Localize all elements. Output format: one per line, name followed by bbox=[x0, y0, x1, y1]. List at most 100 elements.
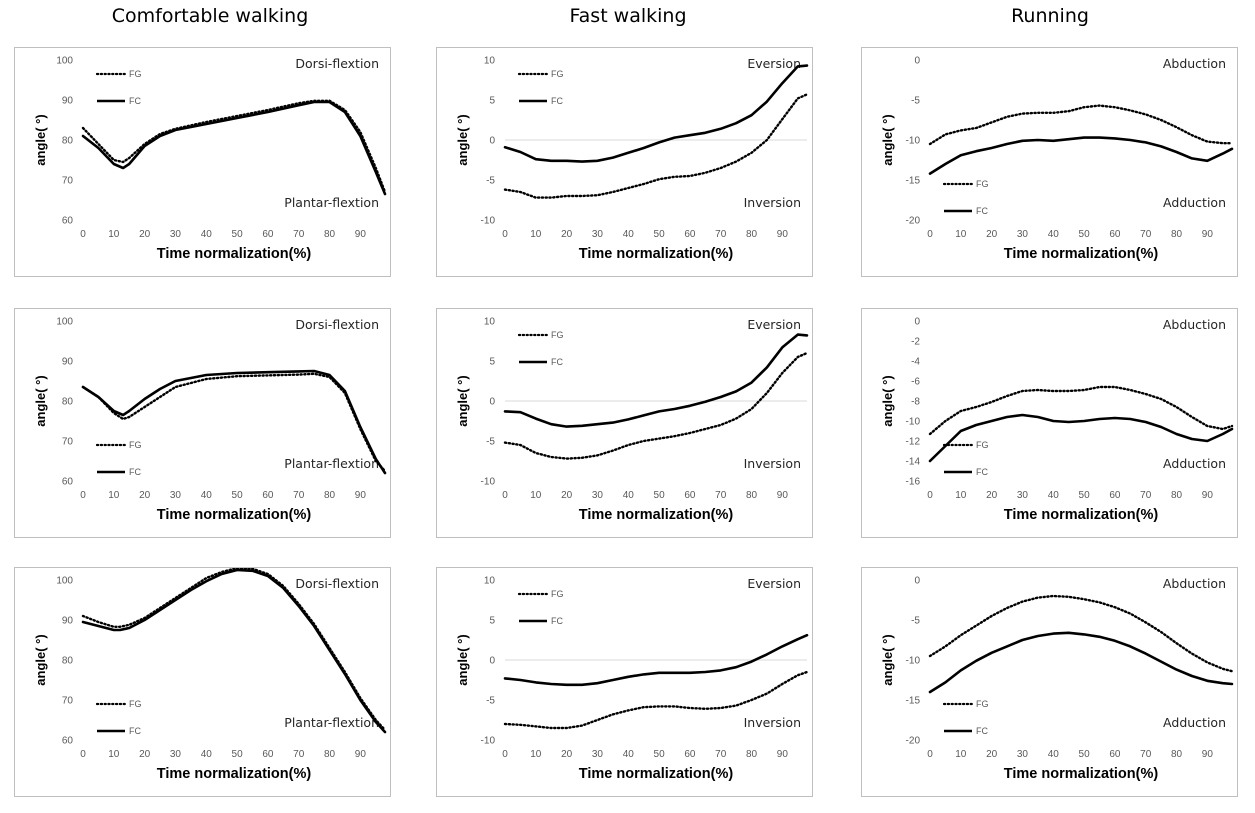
x-tick-label: 30 bbox=[1017, 490, 1029, 501]
annotation-top: Abduction bbox=[1163, 56, 1226, 71]
y-tick-label: 60 bbox=[62, 477, 74, 488]
x-tick-label: 20 bbox=[986, 229, 998, 240]
series-line-fc bbox=[81, 568, 387, 734]
annotation-bottom: Plantar-flextion bbox=[284, 195, 379, 210]
y-tick-label: -5 bbox=[911, 616, 920, 627]
x-tick-label: 70 bbox=[293, 490, 305, 501]
chart-panel-4: 60 70 80 90 100 0 10 20 30 40 50 60 70 80 90 Time norma… bbox=[14, 308, 391, 538]
series-line-fg bbox=[503, 670, 809, 730]
x-tick-label: 90 bbox=[777, 490, 789, 501]
x-tick-label: 80 bbox=[1171, 490, 1183, 501]
x-tick-label: 60 bbox=[684, 749, 696, 760]
annotation-bottom: Inversion bbox=[744, 715, 801, 730]
y-tick-label: -10 bbox=[906, 656, 921, 667]
legend-label: FC bbox=[976, 726, 988, 736]
x-tick-label: 60 bbox=[1109, 229, 1121, 240]
chart-panel-3: -20 -15 -10 -5 0 0 10 20 30 40 50 60 70 80 90 Time norm… bbox=[861, 47, 1238, 277]
x-tick-label: 60 bbox=[684, 229, 696, 240]
series-line-fg bbox=[81, 99, 387, 194]
y-tick-label: 80 bbox=[62, 136, 74, 147]
x-tick-label: 50 bbox=[1079, 229, 1091, 240]
annotation-top: Abduction bbox=[1163, 576, 1226, 591]
x-tick-label: 10 bbox=[955, 749, 967, 760]
annotation-top: Dorsi-flextion bbox=[295, 317, 379, 332]
x-tick-label: 20 bbox=[561, 229, 573, 240]
x-tick-label: 50 bbox=[1079, 490, 1091, 501]
x-tick-label: 60 bbox=[262, 490, 274, 501]
y-tick-label: -16 bbox=[906, 477, 921, 488]
legend-label: FG bbox=[551, 69, 564, 79]
x-tick-label: 10 bbox=[530, 749, 542, 760]
x-tick-label: 0 bbox=[80, 229, 86, 240]
x-tick-label: 50 bbox=[1079, 749, 1091, 760]
x-tick-label: 70 bbox=[293, 749, 305, 760]
x-axis-title: Time normalization(%) bbox=[579, 507, 734, 523]
series-line-fg bbox=[928, 594, 1234, 673]
y-axis-title: angle( °) bbox=[455, 634, 470, 685]
x-tick-label: 90 bbox=[355, 749, 367, 760]
x-tick-label: 80 bbox=[324, 749, 336, 760]
annotation-bottom: Plantar-flextion bbox=[284, 456, 379, 471]
chart-svg: -20 -15 -10 -5 0 0 10 20 30 40 50 60 70 80 90 Time norm… bbox=[880, 576, 1234, 782]
x-tick-label: 60 bbox=[1109, 749, 1121, 760]
x-tick-label: 10 bbox=[955, 229, 967, 240]
y-tick-label: -20 bbox=[906, 216, 921, 227]
x-tick-label: 80 bbox=[324, 229, 336, 240]
legend-label: FC bbox=[129, 726, 141, 736]
y-tick-label: -10 bbox=[906, 417, 921, 428]
series-line-fc bbox=[503, 64, 809, 163]
annotation-top: Eversion bbox=[747, 576, 801, 591]
series-line-fc bbox=[503, 633, 809, 687]
legend-label: FC bbox=[551, 616, 563, 626]
x-tick-label: 20 bbox=[986, 490, 998, 501]
x-tick-label: 60 bbox=[262, 229, 274, 240]
x-tick-label: 20 bbox=[561, 490, 573, 501]
x-axis-title: Time normalization(%) bbox=[1004, 766, 1159, 782]
annotation-top: Dorsi-flextion bbox=[295, 576, 379, 591]
y-axis-title: angle( °) bbox=[33, 634, 48, 685]
chart-svg: 60 70 80 90 100 0 10 20 30 40 50 60 70 80 90 Time norma… bbox=[33, 317, 387, 523]
x-tick-label: 10 bbox=[530, 490, 542, 501]
y-tick-label: 70 bbox=[62, 696, 74, 707]
annotation-bottom: Plantar-flextion bbox=[284, 715, 379, 730]
y-axis-title: angle( °) bbox=[880, 114, 895, 165]
legend-label: FG bbox=[551, 330, 564, 340]
x-tick-label: 70 bbox=[1140, 490, 1152, 501]
x-tick-label: 90 bbox=[777, 749, 789, 760]
x-tick-label: 40 bbox=[201, 229, 213, 240]
y-tick-label: 90 bbox=[62, 357, 74, 368]
x-tick-label: 30 bbox=[1017, 229, 1029, 240]
x-tick-label: 10 bbox=[108, 229, 120, 240]
x-tick-label: 50 bbox=[232, 749, 244, 760]
x-tick-label: 30 bbox=[170, 490, 182, 501]
x-axis-title: Time normalization(%) bbox=[157, 507, 312, 523]
x-tick-label: 70 bbox=[715, 229, 727, 240]
series-line-fc bbox=[503, 333, 809, 428]
chart-panel-9: -20 -15 -10 -5 0 0 10 20 30 40 50 60 70 80 90 Time norm… bbox=[861, 567, 1238, 797]
x-tick-label: 30 bbox=[592, 229, 604, 240]
x-tick-label: 0 bbox=[80, 490, 86, 501]
x-tick-label: 40 bbox=[1048, 749, 1060, 760]
annotation-bottom: Inversion bbox=[744, 456, 801, 471]
series-line-fg bbox=[928, 104, 1234, 146]
y-axis-title: angle( °) bbox=[33, 114, 48, 165]
y-tick-label: -10 bbox=[906, 136, 921, 147]
x-tick-label: 30 bbox=[170, 229, 182, 240]
x-tick-label: 30 bbox=[592, 490, 604, 501]
x-tick-label: 70 bbox=[1140, 749, 1152, 760]
y-tick-label: -14 bbox=[906, 457, 921, 468]
y-axis-title: angle( °) bbox=[455, 375, 470, 426]
x-tick-label: 90 bbox=[1202, 490, 1214, 501]
x-tick-label: 30 bbox=[1017, 749, 1029, 760]
annotation-bottom: Adduction bbox=[1163, 715, 1226, 730]
y-tick-label: 90 bbox=[62, 616, 74, 627]
series-line-fc bbox=[928, 631, 1234, 694]
x-tick-label: 80 bbox=[746, 749, 758, 760]
y-tick-label: -6 bbox=[911, 377, 920, 388]
x-tick-label: 80 bbox=[746, 490, 758, 501]
legend-label: FC bbox=[976, 206, 988, 216]
column-title-running: Running bbox=[1011, 5, 1089, 27]
chart-svg: 60 70 80 90 100 0 10 20 30 40 50 60 70 80 90 Time norma… bbox=[33, 568, 387, 782]
y-tick-label: -5 bbox=[911, 96, 920, 107]
x-tick-label: 20 bbox=[139, 229, 151, 240]
